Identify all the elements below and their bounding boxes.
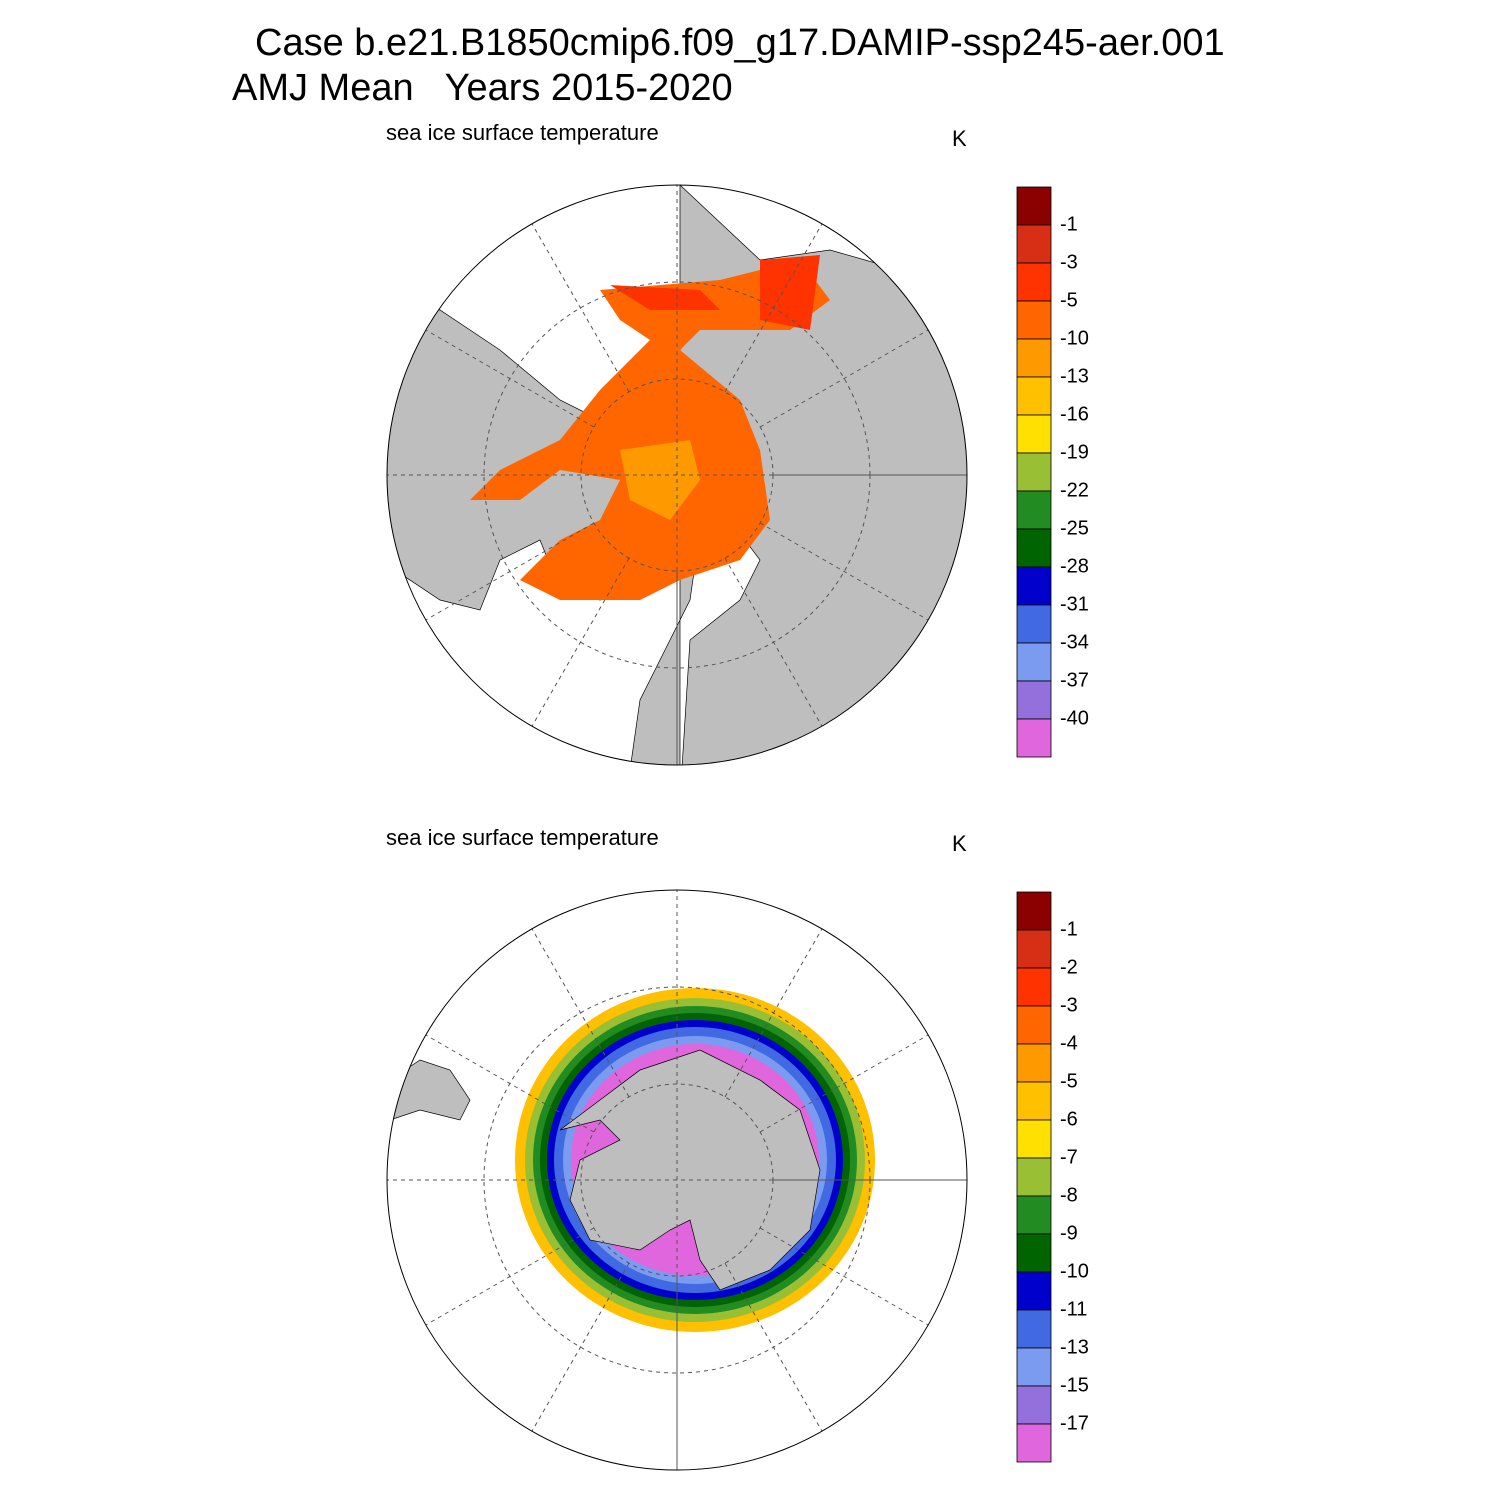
colorbar-box — [1016, 1385, 1052, 1425]
subtitle: sea ice surface temperature — [386, 825, 659, 850]
colorbar-label: -28 — [1060, 555, 1089, 577]
map-border — [386, 889, 968, 1471]
colorbar-box — [1016, 718, 1052, 758]
colorbar-box — [1016, 528, 1052, 568]
colorbar-label: -5 — [1060, 289, 1078, 311]
map — [387, 890, 967, 1470]
colorbar-label: -7 — [1060, 1146, 1078, 1168]
colorbar-label: -19 — [1060, 441, 1089, 463]
colorbar-box — [1016, 414, 1052, 454]
colorbar-label: -37 — [1060, 669, 1089, 691]
colorbar-box — [1016, 1233, 1052, 1273]
colorbar-label: -22 — [1060, 479, 1089, 501]
colorbar-label: -40 — [1060, 707, 1089, 729]
colorbar-label: -11 — [1060, 1298, 1087, 1320]
colorbar-label: -4 — [1060, 1032, 1078, 1054]
colorbar-box — [1016, 891, 1052, 931]
colorbar-box — [1016, 262, 1052, 302]
colorbar-box — [1016, 1005, 1052, 1045]
colorbar-box — [1016, 967, 1052, 1007]
colorbar-label: -10 — [1060, 327, 1089, 349]
colorbar-box — [1016, 186, 1052, 226]
colorbar-label: -31 — [1060, 593, 1089, 615]
colorbar-label: -17 — [1060, 1412, 1089, 1434]
colorbar-label: -13 — [1060, 1336, 1089, 1358]
colorbar-box — [1016, 1119, 1052, 1159]
title: Case b.e21.B1850cmip6.f09_g17.DAMIP-ssp2… — [255, 22, 1225, 64]
colorbar-box — [1016, 300, 1052, 340]
colorbar-label: -3 — [1060, 994, 1078, 1016]
colorbar-label: -5 — [1060, 1070, 1078, 1092]
colorbar-label: -25 — [1060, 517, 1089, 539]
colorbar-box — [1016, 604, 1052, 644]
colorbar-box — [1016, 452, 1052, 492]
colorbar-box — [1016, 1271, 1052, 1311]
colorbar-label: -1 — [1060, 213, 1078, 235]
colorbar-box — [1016, 1347, 1052, 1387]
units: K — [952, 831, 967, 856]
colorbar-box — [1016, 1081, 1052, 1121]
subtitle: sea ice surface temperature — [386, 120, 659, 145]
colorbar-label: -1 — [1060, 918, 1078, 940]
colorbar-label: -10 — [1060, 1260, 1089, 1282]
map — [387, 185, 967, 765]
colorbar-label: -15 — [1060, 1374, 1089, 1396]
colorbar-label: -16 — [1060, 403, 1089, 425]
colorbar-box — [1016, 642, 1052, 682]
colorbar-box — [1016, 1423, 1052, 1463]
colorbar: -1 -3 -5 -10 -13 -16 -19 -22 -25 -28 -31 -34 -37 -40 — [1016, 186, 1089, 758]
colorbar-box — [1016, 1309, 1052, 1349]
colorbar-box — [1016, 680, 1052, 720]
colorbar-label: -9 — [1060, 1222, 1078, 1244]
colorbar-label: -34 — [1060, 631, 1089, 653]
colorbar-box — [1016, 376, 1052, 416]
colorbar-label: -3 — [1060, 251, 1078, 273]
colorbar-box — [1016, 929, 1052, 969]
colorbar-label: -13 — [1060, 365, 1089, 387]
units: K — [952, 126, 967, 151]
colorbar-box — [1016, 224, 1052, 264]
title: AMJ Mean Years 2015-2020 — [232, 67, 733, 109]
colorbar-box — [1016, 566, 1052, 606]
colorbar-box — [1016, 1195, 1052, 1235]
map-border — [386, 184, 968, 766]
colorbar-box — [1016, 1043, 1052, 1083]
colorbar-label: -8 — [1060, 1184, 1078, 1206]
colorbar-box — [1016, 1157, 1052, 1197]
colorbar-box — [1016, 490, 1052, 530]
colorbar-box — [1016, 338, 1052, 378]
colorbar-label: -6 — [1060, 1108, 1078, 1130]
colorbar-label: -2 — [1060, 956, 1078, 978]
colorbar: -1 -2 -3 -4 -5 -6 -7 -8 -9 -10 -11 -13 -15 -17 — [1016, 891, 1089, 1463]
